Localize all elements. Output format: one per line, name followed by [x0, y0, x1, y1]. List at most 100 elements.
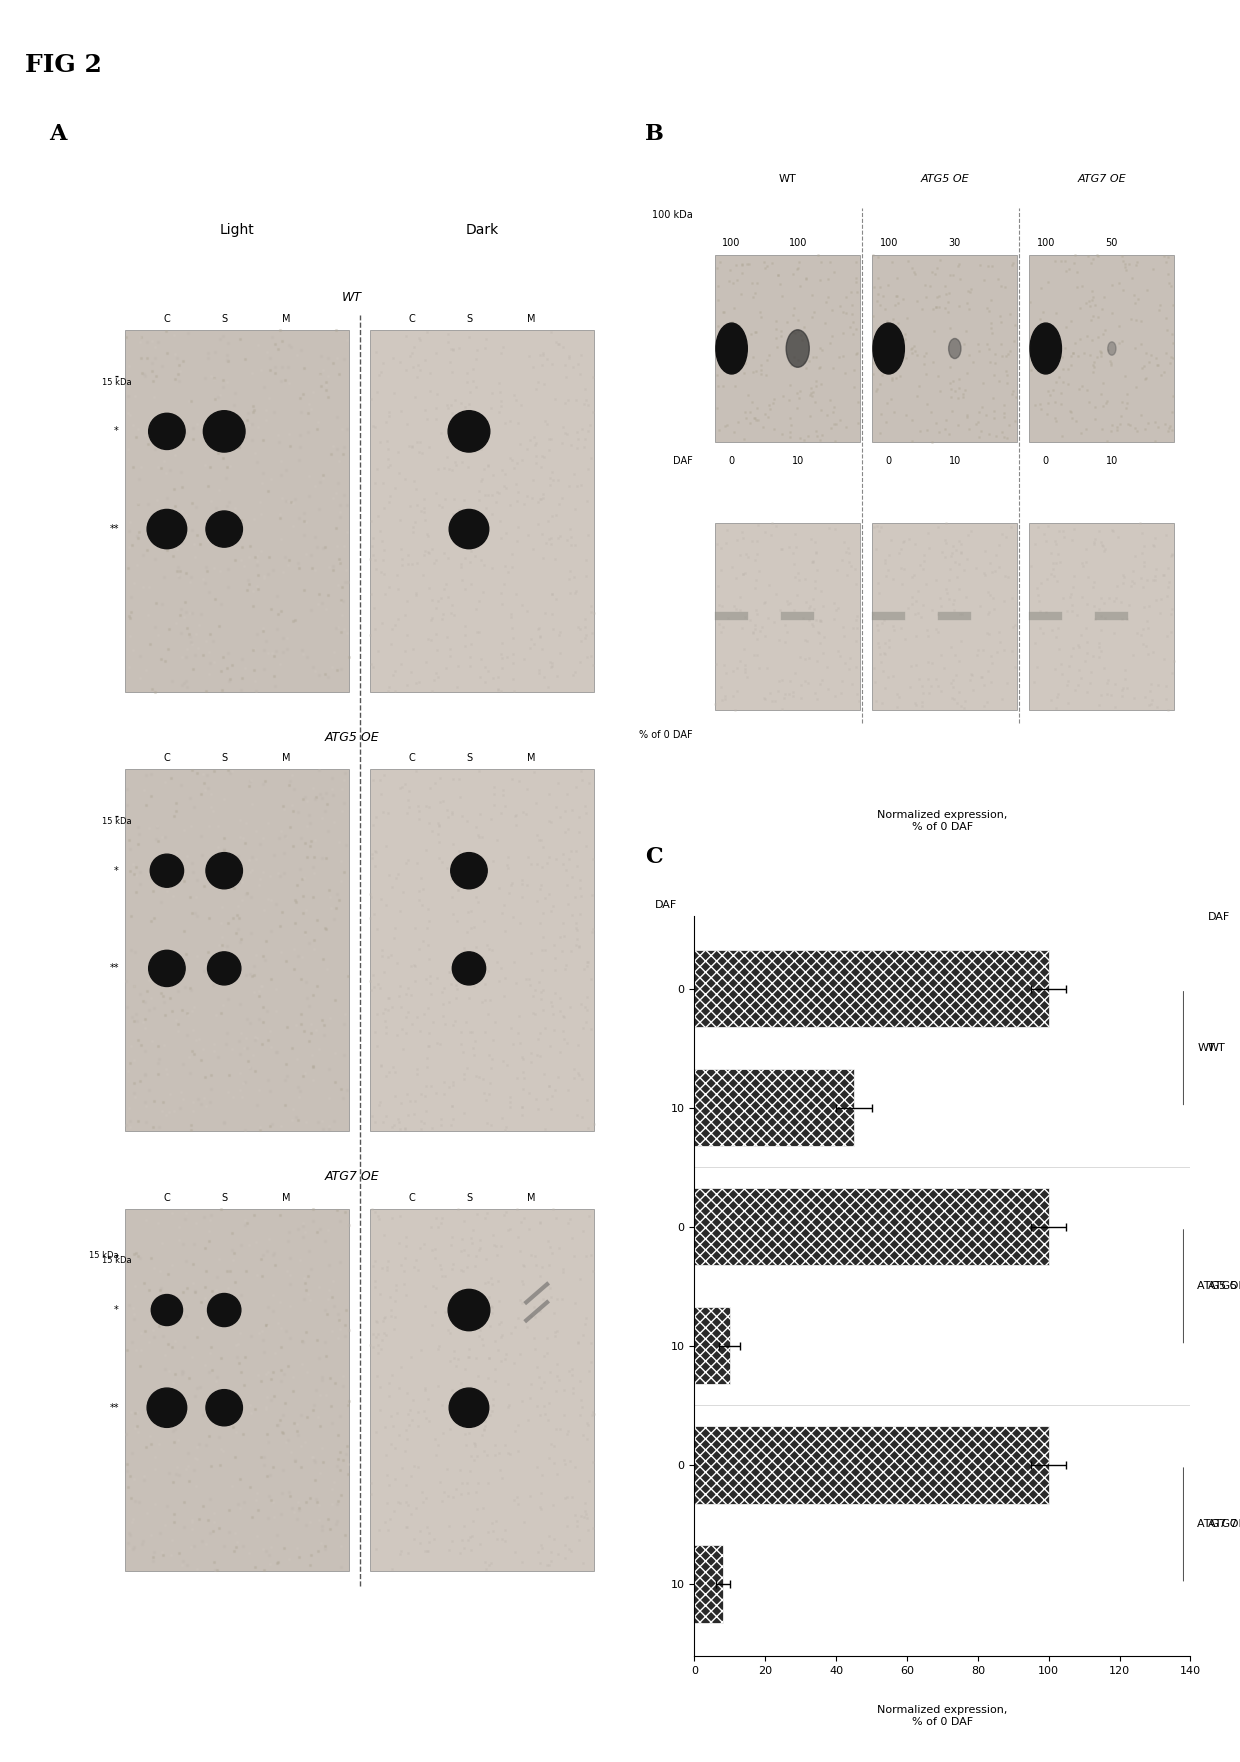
Text: M: M — [283, 752, 291, 763]
Text: -: - — [115, 1251, 119, 1262]
Bar — [125, 770, 350, 1131]
Text: 10: 10 — [791, 456, 804, 465]
Text: C: C — [408, 752, 415, 763]
Bar — [370, 770, 594, 1131]
Text: A: A — [50, 123, 67, 144]
Text: *: * — [114, 865, 119, 876]
Circle shape — [207, 951, 241, 985]
Circle shape — [449, 509, 489, 548]
Circle shape — [148, 509, 187, 548]
Text: ATG5 OE: ATG5 OE — [920, 174, 968, 185]
Text: 100: 100 — [723, 238, 740, 248]
Text: ATG7 OE: ATG7 OE — [1078, 174, 1126, 185]
Circle shape — [203, 411, 246, 453]
Text: 15 kDa: 15 kDa — [102, 818, 131, 826]
Bar — [872, 523, 1017, 710]
Circle shape — [448, 1290, 490, 1330]
Text: WT: WT — [779, 174, 796, 185]
Text: DAF: DAF — [672, 456, 692, 465]
Text: C: C — [164, 752, 170, 763]
Bar — [370, 329, 594, 692]
Text: S: S — [466, 314, 472, 324]
Text: 100: 100 — [789, 238, 807, 248]
Circle shape — [149, 414, 185, 449]
Text: 100: 100 — [1037, 238, 1055, 248]
Text: M: M — [283, 314, 291, 324]
Text: *: * — [114, 426, 119, 437]
Circle shape — [149, 950, 185, 987]
Bar — [715, 255, 859, 442]
Text: 10: 10 — [1106, 456, 1118, 465]
Circle shape — [873, 322, 904, 374]
Text: WT: WT — [1198, 1043, 1215, 1054]
Text: ATG7 OE: ATG7 OE — [1208, 1519, 1240, 1529]
Text: S: S — [466, 1193, 472, 1202]
Text: ATG5 OE: ATG5 OE — [1198, 1281, 1240, 1292]
Text: M: M — [527, 314, 536, 324]
Text: 0: 0 — [729, 456, 734, 465]
Text: Dark: Dark — [465, 224, 498, 238]
Bar — [1029, 255, 1174, 442]
Circle shape — [448, 411, 490, 453]
Bar — [715, 523, 859, 710]
Text: C: C — [408, 1193, 415, 1202]
Text: ATG5 OE: ATG5 OE — [1208, 1281, 1240, 1292]
Text: **: ** — [109, 1403, 119, 1413]
Circle shape — [206, 511, 243, 548]
Text: C: C — [164, 1193, 170, 1202]
Circle shape — [1107, 342, 1116, 356]
Text: DAF: DAF — [1208, 913, 1230, 922]
Circle shape — [150, 855, 184, 888]
Text: % of 0 DAF: % of 0 DAF — [639, 729, 692, 740]
Text: ATG7 OE: ATG7 OE — [325, 1170, 379, 1182]
Text: 0: 0 — [1043, 456, 1049, 465]
Text: Light: Light — [219, 224, 254, 238]
Text: S: S — [221, 1193, 227, 1202]
Bar — [694, 1070, 854, 1147]
Text: 15 kDa: 15 kDa — [102, 377, 131, 388]
Bar — [694, 1188, 1049, 1265]
Text: 30: 30 — [949, 238, 961, 248]
Bar — [694, 1545, 723, 1623]
Text: M: M — [527, 752, 536, 763]
Text: 100 kDa: 100 kDa — [651, 210, 692, 220]
Circle shape — [786, 329, 810, 366]
Bar — [694, 950, 1049, 1027]
Bar — [125, 1209, 350, 1570]
Bar — [370, 1209, 594, 1570]
Text: **: ** — [109, 523, 119, 534]
Text: 10: 10 — [949, 456, 961, 465]
Bar — [125, 329, 350, 692]
Bar — [694, 1307, 730, 1385]
Circle shape — [148, 1388, 187, 1427]
Text: S: S — [221, 314, 227, 324]
Text: 100: 100 — [879, 238, 898, 248]
Text: 15 kDa: 15 kDa — [102, 1256, 131, 1265]
Text: WT: WT — [342, 291, 362, 305]
Text: -: - — [115, 372, 119, 382]
Text: WT: WT — [1208, 1043, 1226, 1054]
Text: *: * — [114, 1306, 119, 1314]
Bar — [694, 1425, 1049, 1503]
Text: Normalized expression,
% of 0 DAF: Normalized expression, % of 0 DAF — [877, 811, 1008, 832]
Text: 15 kDa: 15 kDa — [89, 1251, 119, 1260]
Text: B: B — [645, 123, 663, 144]
Text: DAF: DAF — [655, 900, 677, 911]
Circle shape — [453, 951, 486, 985]
Text: -: - — [115, 812, 119, 821]
Text: C: C — [408, 314, 415, 324]
Circle shape — [151, 1295, 182, 1325]
Bar — [872, 255, 1017, 442]
Text: Normalized expression,
% of 0 DAF: Normalized expression, % of 0 DAF — [877, 1706, 1008, 1727]
Text: M: M — [527, 1193, 536, 1202]
Text: 0: 0 — [885, 456, 892, 465]
Text: C: C — [164, 314, 170, 324]
Circle shape — [449, 1388, 489, 1427]
Circle shape — [949, 338, 961, 359]
Text: S: S — [221, 752, 227, 763]
Text: S: S — [466, 752, 472, 763]
Bar — [1029, 523, 1174, 710]
Text: ATG7 OE: ATG7 OE — [1198, 1519, 1240, 1529]
Text: ATG5 OE: ATG5 OE — [325, 731, 379, 744]
Text: **: ** — [109, 964, 119, 973]
